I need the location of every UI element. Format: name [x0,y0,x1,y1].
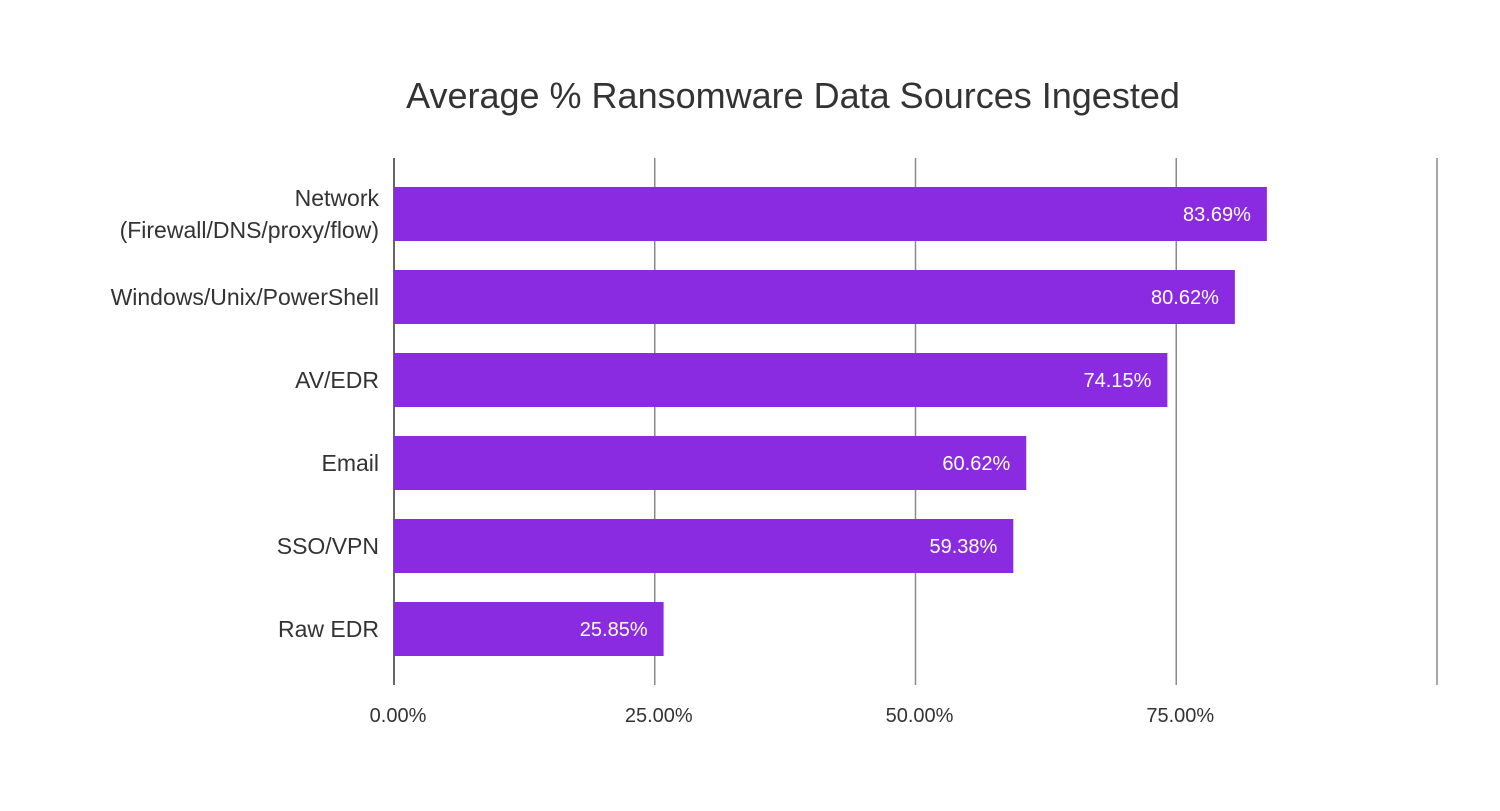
category-label-line: Raw EDR [278,616,379,642]
chart-title: Average % Ransomware Data Sources Ingest… [406,75,1180,116]
category-label: Email [321,450,379,476]
category-label-line: (Firewall/DNS/proxy/flow) [120,217,379,243]
bar [394,187,1267,241]
category-label-line: Windows/Unix/PowerShell [111,284,379,310]
bars: 83.69% 80.62% 74.15% 60.62% 59.38% 25.85% [394,187,1267,656]
x-axis-tick-labels: 0.00% 25.00% 50.00% 75.00% [370,705,1215,727]
category-label-line: Network [295,185,380,211]
x-tick-label: 0.00% [370,705,427,727]
category-label: Windows/Unix/PowerShell [111,284,379,310]
bar [394,270,1235,324]
bar [394,436,1027,490]
bar [394,519,1014,573]
category-label: Raw EDR [278,616,379,642]
bar-value-label: 59.38% [929,536,997,558]
bar [394,353,1168,407]
bar-value-label: 60.62% [942,453,1010,475]
category-label: Network (Firewall/DNS/proxy/flow) [120,185,380,243]
x-tick-label: 75.00% [1146,705,1214,727]
category-label: SSO/VPN [277,533,379,559]
category-label-line: Email [321,450,379,476]
bar-value-label: 25.85% [580,619,648,641]
bar-value-label: 74.15% [1084,370,1152,392]
gridlines [393,158,1438,685]
category-label-line: AV/EDR [295,367,379,393]
category-label: AV/EDR [295,367,379,393]
x-tick-label: 25.00% [625,705,693,727]
bar-value-label: 83.69% [1183,204,1251,226]
category-labels: Network (Firewall/DNS/proxy/flow) Windows/… [111,185,380,642]
x-tick-label: 50.00% [886,705,954,727]
bar [394,602,664,656]
bar-value-label: 80.62% [1151,287,1219,309]
category-label-line: SSO/VPN [277,533,379,559]
